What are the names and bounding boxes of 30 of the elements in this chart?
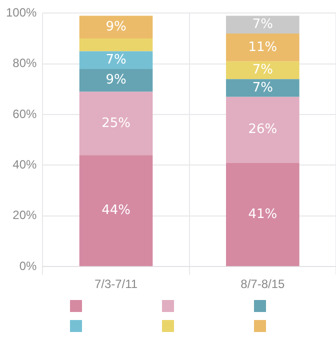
- data-label: 9%: [106, 72, 126, 88]
- bar: [226, 33, 300, 62]
- data-label: 25%: [102, 116, 130, 131]
- x-tick-label: 7/3-7/11: [94, 277, 138, 292]
- bar: [79, 38, 153, 52]
- bar: [79, 51, 153, 69]
- bar: [226, 16, 300, 34]
- bar: [226, 61, 300, 80]
- y-tick-label: 60%: [12, 106, 38, 121]
- y-tick-label: 80%: [12, 56, 38, 70]
- y-tick-label: 100%: [6, 6, 38, 20]
- bar: [226, 162, 300, 266]
- data-label: 7%: [252, 80, 273, 96]
- y-tick-label: 20%: [12, 208, 38, 222]
- y-tick-label: 0%: [19, 258, 38, 273]
- x-tick-label: 8/7-8/15: [240, 277, 286, 292]
- bar: [79, 68, 153, 92]
- data-label: 41%: [248, 206, 278, 222]
- bar: [79, 16, 153, 39]
- bar: [79, 92, 153, 156]
- y-tick-label: 40%: [12, 158, 38, 172]
- data-label: 9%: [106, 20, 126, 35]
- data-label: 7%: [106, 52, 126, 68]
- data-label: 7%: [252, 62, 273, 78]
- bar: [226, 79, 300, 97]
- data-label: 11%: [248, 40, 278, 55]
- bar: [226, 96, 300, 163]
- data-label: 26%: [248, 122, 278, 138]
- data-label: 44%: [102, 202, 130, 218]
- bar: [79, 155, 153, 266]
